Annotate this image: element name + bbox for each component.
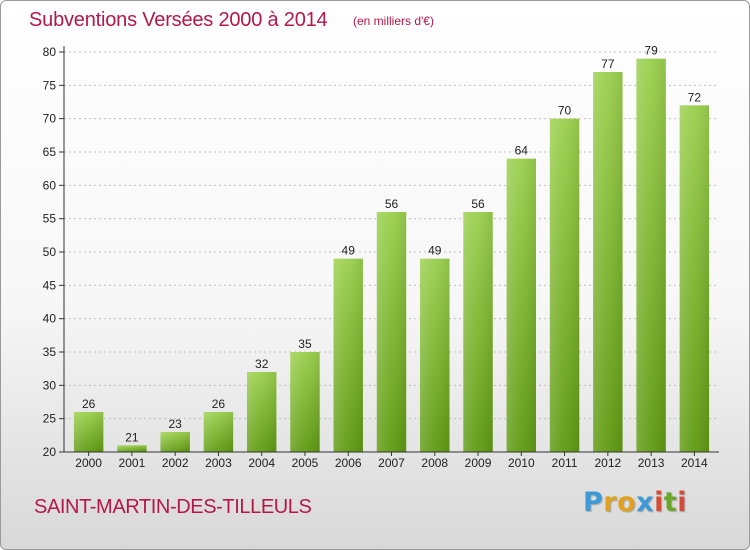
logo-letter: i (654, 487, 664, 518)
data-label: 56 (385, 197, 399, 211)
data-label: 56 (471, 197, 485, 211)
x-tick-label: 2011 (552, 456, 578, 470)
chart-title: Subventions Versées 2000 à 2014 (29, 9, 328, 31)
logo-letter: r (603, 487, 618, 518)
bar-shine (376, 212, 407, 452)
bar-shine (290, 352, 320, 452)
data-label: 79 (644, 44, 658, 58)
data-label: 35 (298, 337, 312, 351)
data-label: 72 (688, 90, 702, 104)
bar-shine (333, 258, 363, 452)
logo-letter: P (583, 487, 604, 518)
data-label: 49 (428, 244, 442, 258)
x-tick-label: 2009 (465, 456, 492, 470)
x-tick-label: 2013 (638, 456, 665, 470)
y-tick-label: 65 (43, 145, 57, 159)
x-tick-label: 2014 (681, 456, 708, 470)
proxiti-logo: Proxiti (583, 487, 687, 518)
y-tick-label: 70 (43, 112, 57, 126)
y-tick-label: 20 (43, 445, 57, 459)
y-tick-label: 80 (43, 45, 57, 59)
bar-shine (463, 212, 493, 452)
y-tick-label: 55 (43, 212, 57, 226)
bar-shine (420, 258, 450, 452)
bar-shine (73, 412, 104, 452)
data-label: 64 (515, 144, 529, 158)
logo-letter: t (663, 487, 678, 518)
data-label: 70 (558, 104, 572, 118)
y-tick-label: 75 (43, 78, 57, 92)
y-tick-label: 60 (43, 178, 57, 192)
data-labels: 26 21 23 26 32 35 49 56 49 56 64 70 77 79 72 (82, 44, 701, 445)
bar-shine (679, 105, 710, 452)
bar-shine (246, 372, 277, 452)
axes: 20 25 30 35 40 45 50 55 60 65 70 75 80 2000 2001 2002 20… (43, 45, 719, 470)
bar-shine (203, 412, 234, 452)
x-tick-label: 2002 (162, 456, 189, 470)
x-tick-label: 2003 (205, 456, 232, 470)
logo-letter: x (636, 487, 655, 518)
y-tick-label: 35 (43, 345, 57, 359)
chart-unit-label: (en milliers d'€) (353, 14, 434, 28)
y-tick-label: 50 (43, 245, 57, 259)
y-tick-label: 30 (43, 378, 57, 392)
x-tick-label: 2007 (378, 456, 405, 470)
data-label: 23 (168, 417, 182, 431)
bar-shine (160, 432, 190, 452)
data-label: 32 (255, 357, 269, 371)
x-tick-label: 2001 (119, 456, 146, 470)
bars (73, 58, 710, 453)
x-tick-label: 2005 (292, 456, 319, 470)
bar-shine (506, 158, 537, 452)
x-tick-label: 2000 (75, 456, 102, 470)
bar-shine (549, 118, 580, 453)
y-tick-label: 40 (43, 312, 57, 326)
x-tick-label: 2012 (594, 456, 621, 470)
bar-shine (117, 445, 147, 452)
x-tick-label: 2004 (248, 456, 275, 470)
logo-letter: i (677, 487, 688, 518)
y-tick-label: 45 (43, 278, 57, 292)
y-tick-label: 25 (43, 412, 57, 426)
data-label: 77 (601, 57, 615, 71)
x-tick-label: 2006 (335, 456, 362, 470)
x-tick-label: 2008 (421, 456, 448, 470)
data-label: 21 (125, 430, 139, 444)
logo-letter: o (617, 487, 637, 518)
data-label: 26 (212, 397, 226, 411)
bar-shine (636, 58, 666, 453)
data-label: 49 (342, 244, 356, 258)
x-tick-label: 2010 (508, 456, 535, 470)
data-label: 26 (82, 397, 96, 411)
bar-shine (593, 72, 623, 452)
commune-name: SAINT-MARTIN-DES-TILLEULS (34, 496, 312, 518)
